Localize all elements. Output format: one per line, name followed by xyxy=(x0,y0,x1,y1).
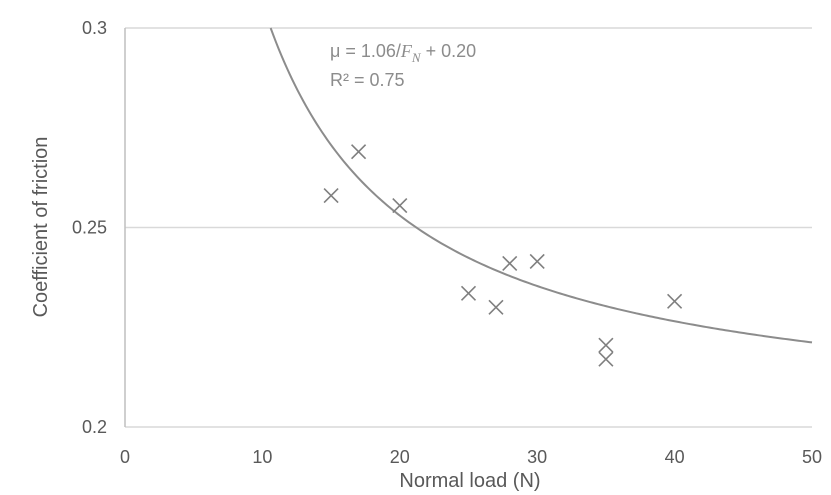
y-tick-label: 0.3 xyxy=(82,18,107,38)
trendline xyxy=(269,27,813,344)
data-point-stroke xyxy=(460,285,477,301)
r-squared-label: R² = 0.75 xyxy=(330,70,405,90)
data-points xyxy=(323,144,683,367)
data-point-stroke xyxy=(598,337,614,353)
x-tick-label: 50 xyxy=(802,447,822,467)
tick-labels: 0.2 0.25 0.3 0 10 20 30 40 50 xyxy=(72,18,822,467)
data-point xyxy=(351,144,367,160)
x-tick-label: 30 xyxy=(527,447,547,467)
x-tick-label: 0 xyxy=(120,447,130,467)
y-tick-label: 0.25 xyxy=(72,218,107,238)
data-point-stroke xyxy=(598,351,614,367)
equation-variable: F xyxy=(400,41,413,61)
data-point-stroke xyxy=(323,188,339,204)
equation-suffix: + 0.20 xyxy=(421,41,477,61)
y-tick-label: 0.2 xyxy=(82,417,107,437)
data-point xyxy=(323,188,339,204)
x-tick-label: 20 xyxy=(390,447,410,467)
data-point xyxy=(529,253,545,269)
gridlines xyxy=(125,27,812,428)
data-point xyxy=(392,197,408,214)
trendline-group xyxy=(269,27,813,344)
data-point xyxy=(598,337,614,353)
equation-prefix: μ = 1.06/ xyxy=(330,41,401,61)
data-point xyxy=(488,299,504,315)
data-point-stroke xyxy=(488,299,504,315)
data-point xyxy=(667,293,683,309)
x-axis-title: Normal load (N) xyxy=(399,470,540,492)
trendline-equation: μ = 1.06/FN + 0.20 xyxy=(330,41,476,65)
y-axis-title: Coefficient of friction xyxy=(30,137,52,318)
data-point-stroke xyxy=(351,144,367,160)
x-tick-label: 40 xyxy=(665,447,685,467)
equation-subscript: N xyxy=(411,50,422,65)
data-point xyxy=(502,255,518,271)
data-point xyxy=(460,285,477,301)
data-point-stroke xyxy=(502,255,518,271)
data-point-stroke xyxy=(667,293,683,309)
data-point-stroke xyxy=(392,197,408,214)
data-point-stroke xyxy=(529,253,545,269)
data-point xyxy=(598,351,614,367)
x-tick-label: 10 xyxy=(252,447,272,467)
